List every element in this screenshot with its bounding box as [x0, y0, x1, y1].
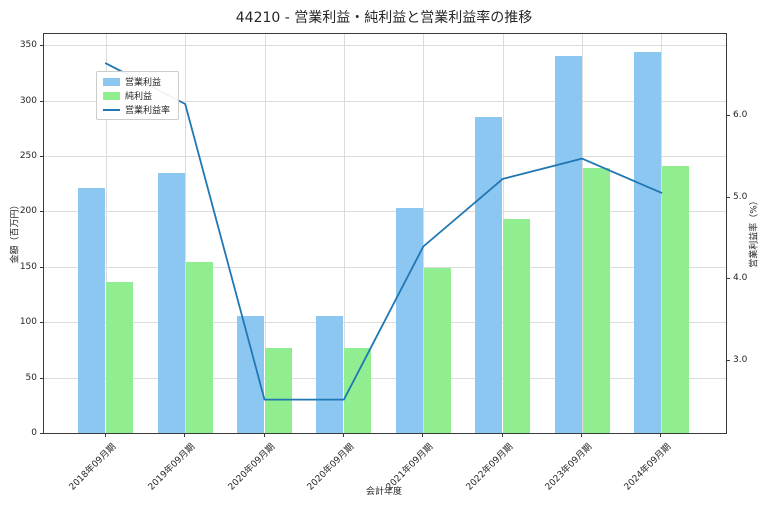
x-tick-mark: [104, 434, 106, 437]
bar-operating-profit: [395, 208, 423, 433]
x-tick-mark: [263, 434, 265, 437]
y-tick-mark-right: [727, 359, 730, 361]
bar-net-profit: [185, 262, 213, 433]
y-tick-mark-left: [40, 377, 43, 379]
x-tick-mark: [422, 434, 424, 437]
x-tick-label: 2020年09月期: [305, 442, 357, 493]
legend-item-net-profit: 純利益: [103, 90, 170, 102]
x-tick-mark: [581, 434, 583, 437]
bar-operating-profit: [316, 315, 344, 433]
y-tick-label-right: 3.0: [733, 354, 748, 365]
y-tick-mark-left: [40, 211, 43, 213]
operating-profit-swatch-icon: [103, 77, 120, 86]
plot-area: 営業利益 純利益 営業利益率: [43, 33, 727, 434]
gridline-horizontal: [44, 155, 726, 157]
net-profit-swatch-icon: [103, 91, 120, 100]
legend-item-operating-profit: 営業利益: [103, 76, 170, 88]
gridline-horizontal: [44, 377, 726, 379]
y-tick-label-left: 50: [25, 372, 37, 383]
x-tick-mark: [342, 434, 344, 437]
gridline-horizontal: [44, 322, 726, 324]
y-axis-label-right: 営業利益率（%）: [749, 196, 760, 268]
gridline-vertical: [185, 34, 187, 433]
bar-operating-profit: [78, 188, 106, 433]
y-tick-mark-right: [727, 278, 730, 280]
y-tick-label-left: 100: [19, 317, 37, 328]
x-axis-label: 会計年度: [365, 487, 403, 497]
y-tick-label-left: 250: [19, 150, 37, 161]
legend-item-margin: 営業利益率: [103, 104, 171, 116]
y-tick-mark-left: [40, 155, 43, 157]
legend: 営業利益 純利益 営業利益率: [96, 71, 180, 120]
y-tick-mark-left: [40, 45, 43, 47]
y-tick-label-left: 150: [19, 261, 37, 272]
x-tick-mark: [184, 434, 186, 437]
bar-operating-profit: [475, 117, 503, 433]
x-tick-label: 2022年09月期: [464, 442, 515, 493]
x-tick-label: 2020年09月期: [226, 442, 277, 493]
y-tick-label-right: 5.0: [733, 191, 748, 202]
bar-net-profit: [503, 219, 531, 433]
margin-line-swatch-icon: [103, 108, 120, 111]
bar-net-profit: [265, 347, 293, 433]
y-tick-label-right: 6.0: [733, 110, 748, 121]
y-tick-label-left: 300: [19, 95, 37, 106]
x-tick-label: 2018年09月期: [67, 442, 118, 493]
bar-operating-profit: [554, 56, 582, 433]
gridline-vertical: [264, 34, 266, 433]
gridline-horizontal: [44, 211, 726, 213]
y-tick-mark-left: [40, 322, 43, 324]
gridline-vertical: [105, 34, 107, 433]
y-tick-mark-left: [40, 433, 43, 434]
x-tick-label: 2023年09月期: [543, 442, 595, 493]
x-tick-mark: [501, 434, 503, 437]
legend-label: 営業利益率: [125, 106, 171, 116]
y-axis-label-left: 金額（百万円）: [10, 200, 21, 264]
gridline-horizontal: [44, 45, 726, 47]
gridline-horizontal: [44, 100, 726, 102]
profit-margin-line: [104, 62, 663, 401]
bar-operating-profit: [237, 315, 265, 433]
x-tick-mark: [660, 434, 662, 437]
gridline-vertical: [423, 34, 425, 433]
bar-net-profit: [106, 282, 134, 433]
bar-net-profit: [582, 168, 610, 433]
legend-label: 営業利益: [125, 78, 162, 88]
bar-operating-profit: [157, 172, 185, 433]
y-tick-label-left: 350: [19, 40, 37, 51]
y-tick-mark-right: [727, 115, 730, 117]
chart-title: 44210 - 営業利益・純利益と営業利益率の推移: [235, 10, 533, 26]
y-tick-mark-left: [40, 100, 43, 102]
bar-net-profit: [423, 267, 451, 433]
bar-net-profit: [661, 165, 689, 433]
gridline-vertical: [343, 34, 345, 433]
bar-operating-profit: [633, 51, 661, 433]
x-tick-label: 2024年09月期: [623, 442, 674, 493]
y-tick-label-left: 0: [31, 428, 37, 438]
y-tick-mark-left: [40, 266, 43, 268]
y-tick-label-left: 200: [19, 206, 37, 217]
margin-line-layer: [104, 62, 663, 401]
x-tick-label: 2019年09月期: [146, 442, 198, 493]
gridline-horizontal: [44, 266, 726, 268]
y-tick-label-right: 4.0: [733, 273, 748, 284]
y-tick-mark-right: [727, 196, 730, 198]
legend-label: 純利益: [125, 92, 153, 102]
